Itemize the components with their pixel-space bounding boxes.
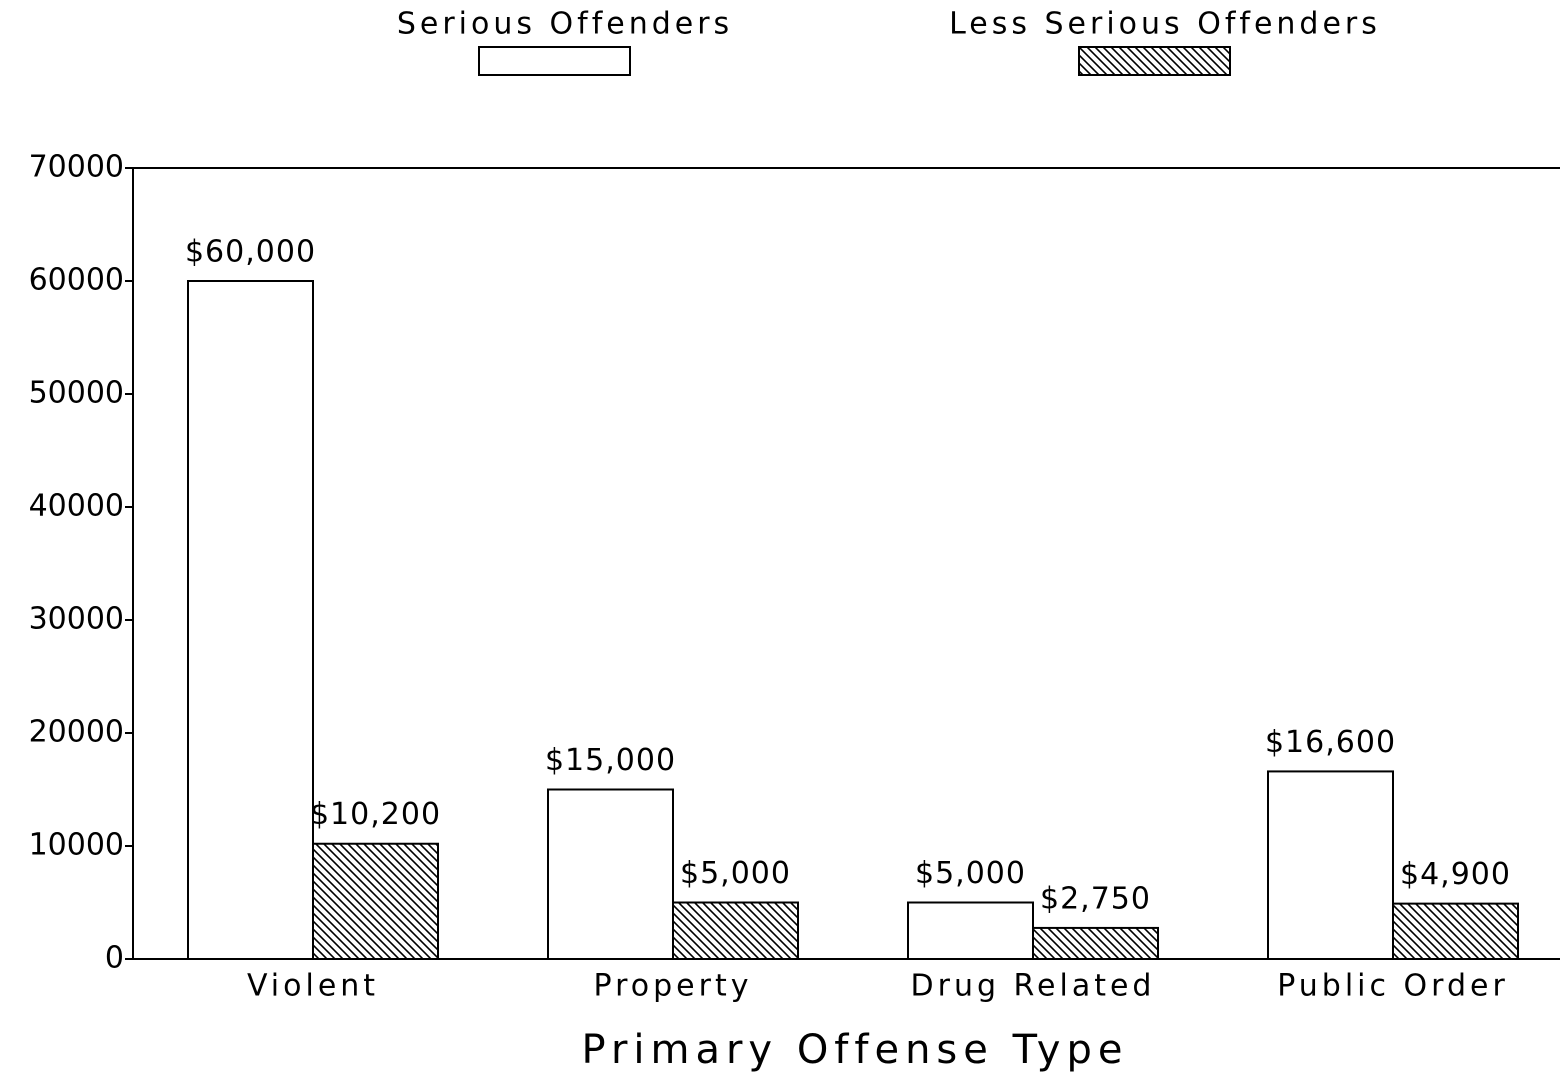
bar bbox=[1267, 770, 1394, 960]
data-label: $5,000 bbox=[915, 856, 1026, 891]
bar bbox=[187, 280, 314, 960]
y-tick-label: 40000 bbox=[29, 489, 124, 524]
bar bbox=[547, 788, 674, 960]
bar bbox=[1392, 902, 1519, 961]
data-label: $4,900 bbox=[1400, 857, 1511, 892]
bar bbox=[672, 901, 799, 960]
bar bbox=[312, 842, 439, 960]
data-label: $5,000 bbox=[680, 856, 791, 891]
bar bbox=[1032, 926, 1159, 960]
data-label: $60,000 bbox=[185, 235, 316, 270]
y-tick-label: 0 bbox=[105, 941, 124, 976]
data-label: $15,000 bbox=[545, 743, 676, 778]
x-axis-title: Primary Offense Type bbox=[582, 1027, 1129, 1073]
legend-swatch bbox=[478, 46, 631, 76]
y-tick-label: 10000 bbox=[29, 828, 124, 863]
x-tick-label: Drug Related bbox=[911, 969, 1156, 1004]
data-label: $10,200 bbox=[310, 797, 441, 832]
x-tick-label: Public Order bbox=[1277, 969, 1509, 1004]
y-tick-label: 50000 bbox=[29, 376, 124, 411]
legend-label: Serious Offenders bbox=[397, 7, 733, 42]
y-tick-label: 20000 bbox=[29, 715, 124, 750]
bar bbox=[907, 901, 1034, 960]
y-tick-label: 30000 bbox=[29, 602, 124, 637]
x-tick-label: Property bbox=[594, 969, 753, 1004]
data-label: $2,750 bbox=[1040, 881, 1151, 916]
y-tick-label: 70000 bbox=[29, 150, 124, 185]
plot-frame bbox=[132, 167, 1560, 960]
x-tick-label: Violent bbox=[247, 969, 379, 1004]
y-tick-label: 60000 bbox=[29, 263, 124, 298]
legend-swatch bbox=[1078, 46, 1231, 76]
data-label: $16,600 bbox=[1265, 725, 1396, 760]
legend-label: Less Serious Offenders bbox=[949, 7, 1381, 42]
